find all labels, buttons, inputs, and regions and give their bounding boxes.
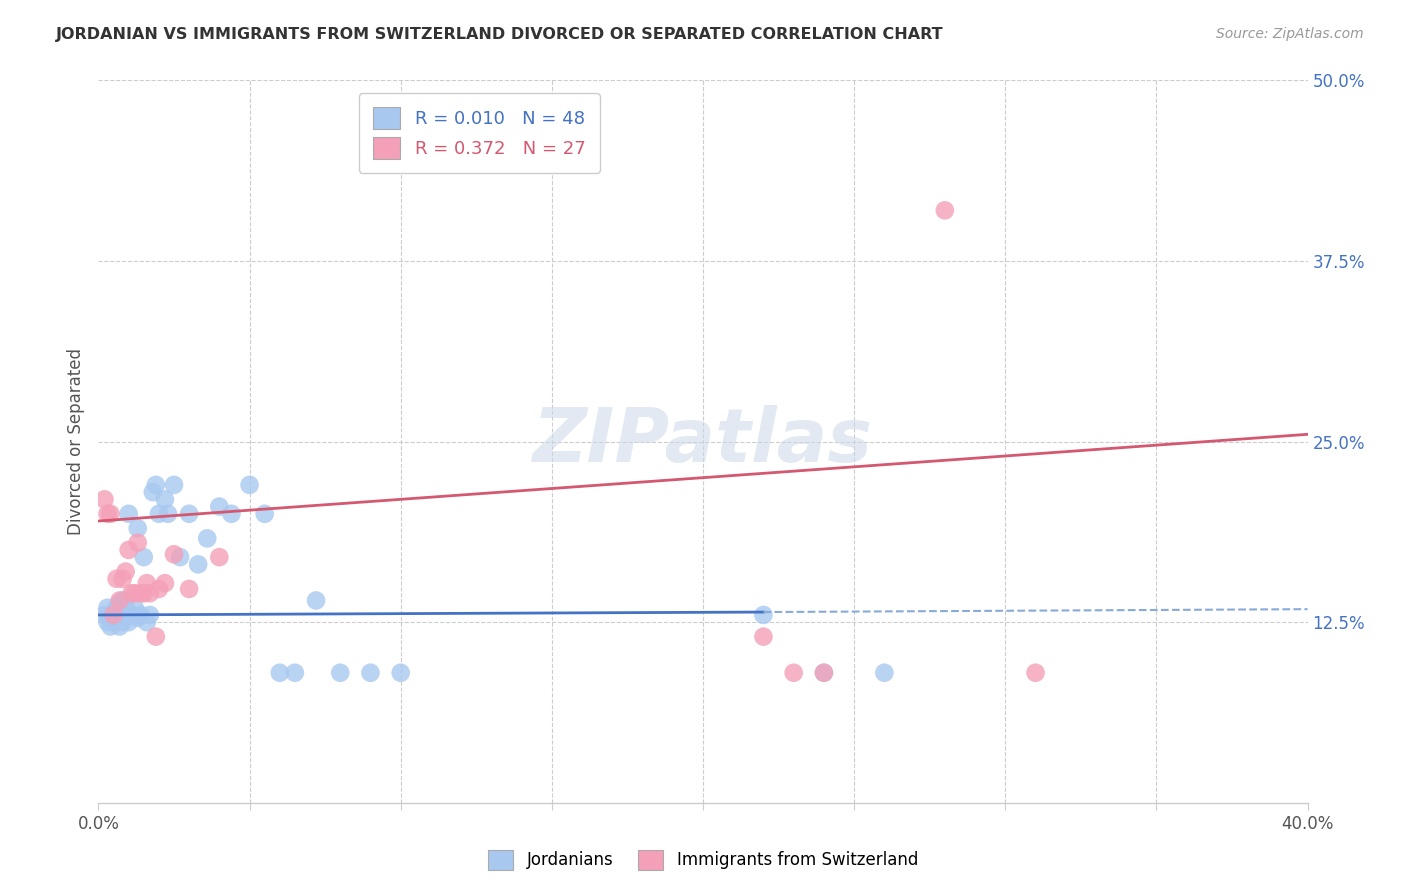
- Point: [253, 507, 276, 521]
- Text: ZIPatlas: ZIPatlas: [533, 405, 873, 478]
- Point: [1024, 665, 1046, 680]
- Point: [284, 665, 307, 680]
- Point: [873, 665, 896, 680]
- Point: [105, 615, 128, 630]
- Point: [389, 665, 412, 680]
- Point: [103, 607, 125, 622]
- Point: [208, 550, 231, 565]
- Point: [813, 665, 835, 680]
- Point: [135, 576, 157, 591]
- Point: [127, 611, 149, 625]
- Point: [305, 593, 328, 607]
- Point: [121, 607, 143, 622]
- Point: [169, 550, 191, 565]
- Point: [179, 507, 201, 521]
- Point: [195, 532, 218, 546]
- Point: [139, 586, 162, 600]
- Point: [148, 507, 170, 521]
- Point: [105, 600, 128, 615]
- Point: [163, 547, 186, 561]
- Point: [103, 605, 125, 619]
- Point: [752, 630, 775, 644]
- Point: [132, 586, 155, 600]
- Point: [156, 507, 179, 521]
- Point: [129, 586, 152, 600]
- Point: [124, 600, 146, 615]
- Point: [108, 593, 131, 607]
- Point: [221, 507, 243, 521]
- Point: [139, 607, 162, 622]
- Point: [145, 478, 167, 492]
- Point: [100, 507, 122, 521]
- Point: [121, 586, 143, 600]
- Point: [111, 572, 134, 586]
- Point: [118, 542, 141, 557]
- Point: [127, 521, 149, 535]
- Point: [124, 586, 146, 600]
- Point: [153, 492, 176, 507]
- Point: [118, 507, 141, 521]
- Point: [163, 478, 186, 492]
- Point: [100, 619, 122, 633]
- Point: [103, 611, 125, 625]
- Point: [145, 630, 167, 644]
- Point: [813, 665, 835, 680]
- Point: [93, 492, 115, 507]
- Point: [118, 615, 141, 630]
- Point: [93, 607, 115, 622]
- Point: [114, 600, 136, 615]
- Legend: R = 0.010   N = 48, R = 0.372   N = 27: R = 0.010 N = 48, R = 0.372 N = 27: [359, 93, 600, 173]
- Y-axis label: Divorced or Separated: Divorced or Separated: [66, 348, 84, 535]
- Point: [142, 485, 165, 500]
- Point: [752, 607, 775, 622]
- Point: [111, 615, 134, 630]
- Point: [269, 665, 291, 680]
- Point: [111, 593, 134, 607]
- Point: [179, 582, 201, 596]
- Point: [187, 558, 209, 572]
- Point: [360, 665, 382, 680]
- Point: [108, 596, 131, 610]
- Point: [114, 607, 136, 622]
- Point: [100, 611, 122, 625]
- Point: [114, 565, 136, 579]
- Text: Source: ZipAtlas.com: Source: ZipAtlas.com: [1216, 27, 1364, 41]
- Point: [127, 535, 149, 549]
- Point: [208, 500, 231, 514]
- Point: [135, 615, 157, 630]
- Point: [132, 550, 155, 565]
- Point: [96, 507, 118, 521]
- Point: [105, 572, 128, 586]
- Point: [148, 582, 170, 596]
- Legend: Jordanians, Immigrants from Switzerland: Jordanians, Immigrants from Switzerland: [481, 843, 925, 877]
- Point: [329, 665, 352, 680]
- Point: [108, 619, 131, 633]
- Point: [153, 576, 176, 591]
- Point: [96, 615, 118, 630]
- Point: [934, 203, 956, 218]
- Point: [239, 478, 262, 492]
- Point: [783, 665, 806, 680]
- Point: [96, 600, 118, 615]
- Text: JORDANIAN VS IMMIGRANTS FROM SWITZERLAND DIVORCED OR SEPARATED CORRELATION CHART: JORDANIAN VS IMMIGRANTS FROM SWITZERLAND…: [56, 27, 943, 42]
- Point: [129, 607, 152, 622]
